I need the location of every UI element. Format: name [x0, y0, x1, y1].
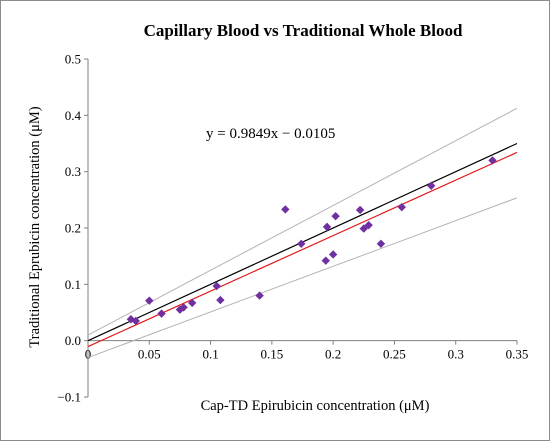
y-tick-label: 0.5	[65, 52, 81, 67]
data-point	[255, 291, 264, 300]
y-tick-label: 0.0	[65, 333, 81, 348]
data-point	[187, 298, 197, 308]
y-axis-label: Traditional Eprubicin concentration (μM)	[27, 106, 43, 347]
x-tick-label: 0.05	[138, 347, 161, 362]
y-tick-label: 0.2	[65, 221, 81, 236]
data-point	[131, 316, 141, 326]
y-tick-label: 0.1	[65, 277, 81, 292]
data-point	[321, 256, 330, 265]
data-point	[488, 156, 497, 165]
x-tick-label: 0.25	[383, 347, 406, 362]
x-tick-label: 0.1	[202, 347, 218, 362]
x-tick-label: 0.35	[506, 347, 529, 362]
data-point	[397, 202, 406, 212]
upper-limit-line	[87, 107, 518, 336]
y-tick-label: 0.3	[65, 164, 81, 179]
data-point	[297, 239, 306, 248]
data-point	[179, 303, 188, 312]
x-tick-label: 0.2	[325, 347, 341, 362]
y-tick-label: −0.1	[57, 390, 81, 405]
data-point	[216, 295, 225, 305]
plot-area: −0.1 0.0 0.1 0.2 0.3 0.4 0.5 0 0.05 0.1 0.15 0.2 0.2…	[57, 52, 528, 405]
data-point	[322, 222, 332, 232]
data-point	[331, 211, 340, 221]
x-axis-label: Cap-TD Epirubicin concentration (μM)	[201, 398, 430, 414]
data-point	[145, 296, 154, 305]
x-tick-label: 0	[85, 347, 92, 362]
data-point	[212, 281, 221, 291]
regression-line	[87, 151, 518, 348]
data-point	[364, 220, 373, 230]
chart-title: Capillary Blood vs Traditional Whole Blo…	[144, 21, 463, 40]
y-tick-label: 0.4	[65, 108, 82, 123]
data-point	[157, 309, 166, 318]
x-tick-label: 0.15	[260, 347, 283, 362]
data-point	[376, 239, 386, 248]
lower-limit-line	[87, 197, 518, 359]
x-tick-label: 0.3	[448, 347, 464, 362]
data-point	[355, 205, 365, 215]
data-point	[281, 205, 290, 214]
data-point	[328, 250, 338, 259]
data-point	[427, 181, 436, 190]
regression-equation: y = 0.9849x − 0.0105	[206, 126, 335, 142]
